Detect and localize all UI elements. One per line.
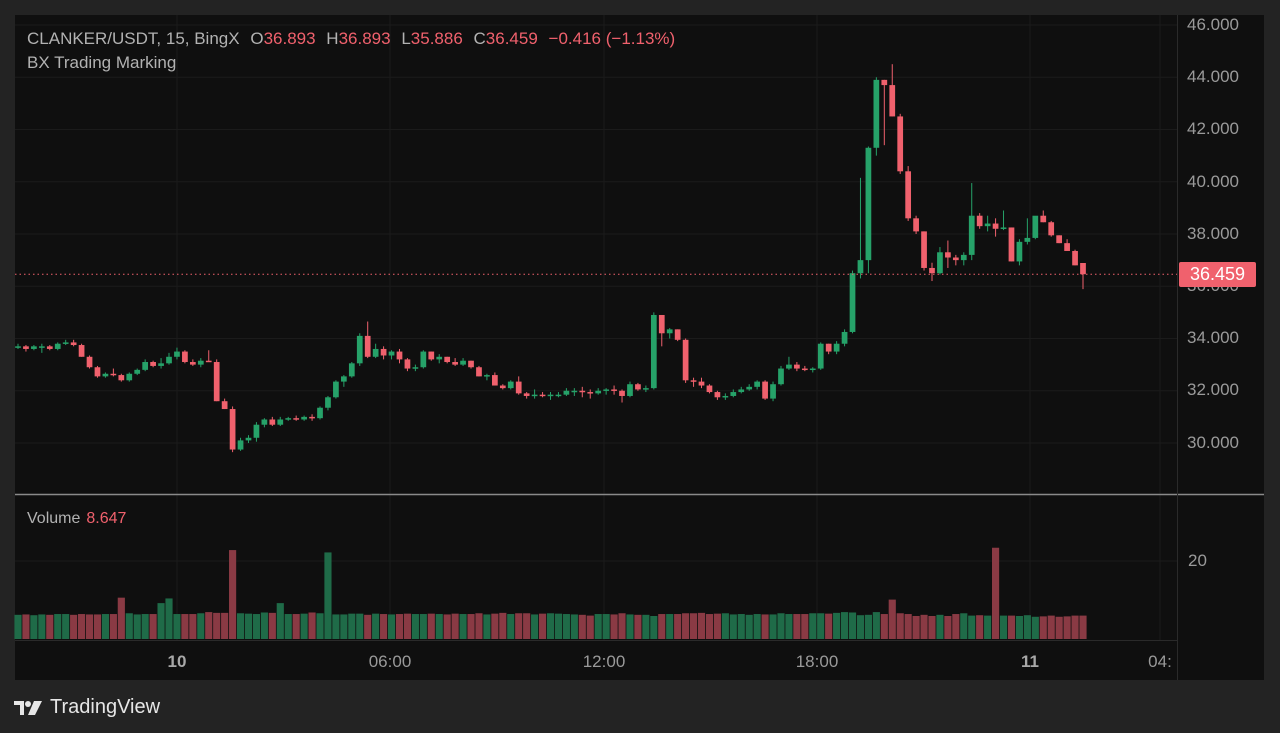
close-value: 36.459 [485,29,538,48]
close-label: C [473,29,486,48]
price-axis-tick: 44.000 [1187,67,1239,87]
indicator-legend[interactable]: BX Trading Marking [27,53,177,72]
price-axis-tick: 42.000 [1187,119,1239,139]
volume-label: Volume [27,510,81,527]
tradingview-brand: TradingView [50,696,161,718]
price-axis-tick: 38.000 [1187,223,1239,243]
low-value: 35.886 [410,29,463,48]
time-axis-tick: 06:00 [368,652,412,671]
price-axis-tick: 40.000 [1187,171,1239,191]
change-value: −0.416 (−1.13%) [548,29,676,48]
low-label: L [401,29,411,48]
tradingview-footer[interactable]: TradingView [14,696,160,719]
time-axis-tick: 12:00 [582,652,626,671]
symbol-legend: CLANKER/USDT, 15, BingX O36.893 H36.893 … [27,29,675,49]
price-axis-tick: 30.000 [1187,432,1239,452]
open-value: 36.893 [263,29,316,48]
volume-value: 8.647 [86,510,127,527]
chart-panel[interactable] [15,15,1264,680]
tradingview-logo-icon [14,700,42,715]
time-axis-tick: 10 [167,652,187,671]
high-label: H [326,29,339,48]
open-label: O [250,29,264,48]
volume-legend[interactable]: Volume 8.647 [27,510,126,528]
price-axis-tick: 34.000 [1187,328,1239,348]
volume-axis-tick: 20 [1188,551,1207,570]
time-axis-tick: 04: [1148,652,1172,671]
price-axis-tick: 32.000 [1187,380,1239,400]
time-axis-tick: 11 [1021,652,1039,671]
time-axis-tick: 18:00 [795,652,839,671]
price-axis-tick: 46.000 [1187,15,1239,34]
high-value: 36.893 [338,29,391,48]
last-price-tag: 36.459 [1179,262,1256,287]
symbol-title[interactable]: CLANKER/USDT, 15, BingX [27,29,240,48]
